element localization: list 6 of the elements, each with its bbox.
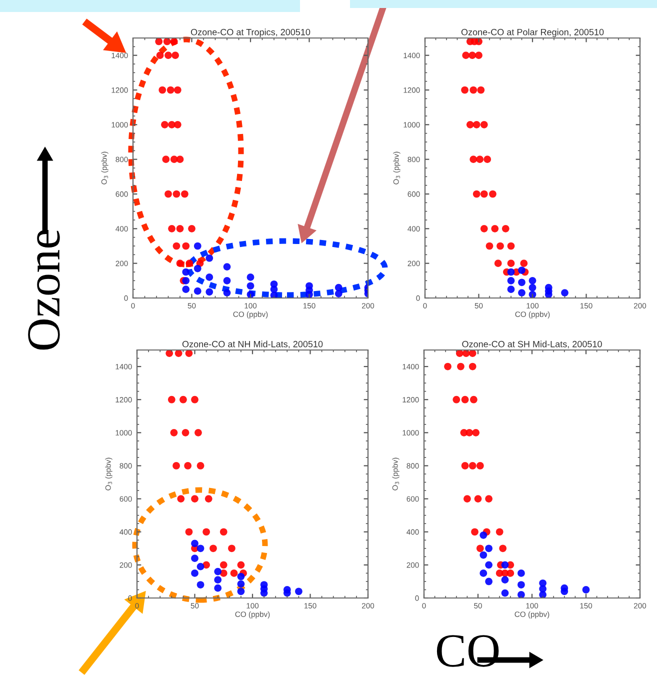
chart-title: Ozone-CO at Polar Region, 200510 <box>461 28 604 38</box>
text: Ozone <box>28 230 60 350</box>
chart-title: Ozone-CO at Tropics, 200510 <box>190 28 310 38</box>
chart-title: Ozone-CO at SH Mid-Lats, 200510 <box>462 340 602 348</box>
chart-title: Ozone-CO at NH Mid-Lats, 200510 <box>182 340 323 348</box>
text: CO <box>436 635 499 667</box>
